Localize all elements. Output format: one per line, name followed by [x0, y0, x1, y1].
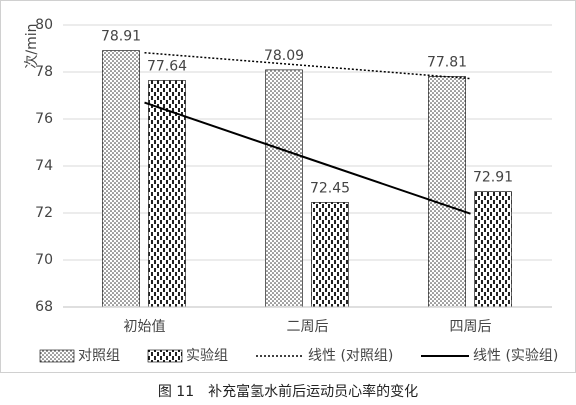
legend-label: 对照组 [78, 348, 120, 364]
value-label: 77.64 [147, 58, 187, 74]
legend-label: 线性 (实验组) [473, 348, 558, 364]
bar [474, 191, 512, 308]
trendline [144, 101, 471, 215]
legend-swatch [39, 349, 75, 363]
legend-label: 线性 (对照组) [308, 348, 393, 364]
trendline [144, 51, 471, 80]
value-label: 77.81 [427, 54, 467, 70]
bar [428, 76, 466, 308]
bar [148, 80, 186, 308]
y-tick-label: 68 [35, 299, 53, 315]
x-tick-label: 二周后 [287, 319, 329, 335]
y-axis-label: 次/min [24, 23, 40, 68]
y-tick-label: 78 [35, 64, 53, 80]
y-tick-label: 72 [35, 205, 53, 221]
value-label: 72.45 [310, 180, 350, 196]
y-tick-label: 76 [35, 111, 53, 127]
bar [265, 69, 303, 308]
legend-swatch [147, 349, 183, 363]
legend-label: 实验组 [186, 348, 228, 364]
bar [102, 50, 140, 308]
value-label: 72.91 [473, 170, 513, 186]
y-tick-label: 74 [35, 158, 53, 174]
y-tick-label: 70 [35, 252, 53, 268]
y-tick-label: 80 [35, 17, 53, 33]
bar [311, 202, 349, 308]
value-label: 78.91 [101, 29, 141, 45]
x-tick-label: 初始值 [124, 318, 166, 335]
caption: 图 11 补充富氢水前后运动员心率的变化 [158, 383, 418, 400]
value-label: 78.09 [264, 48, 304, 64]
x-tick-label: 四周后 [450, 319, 492, 335]
